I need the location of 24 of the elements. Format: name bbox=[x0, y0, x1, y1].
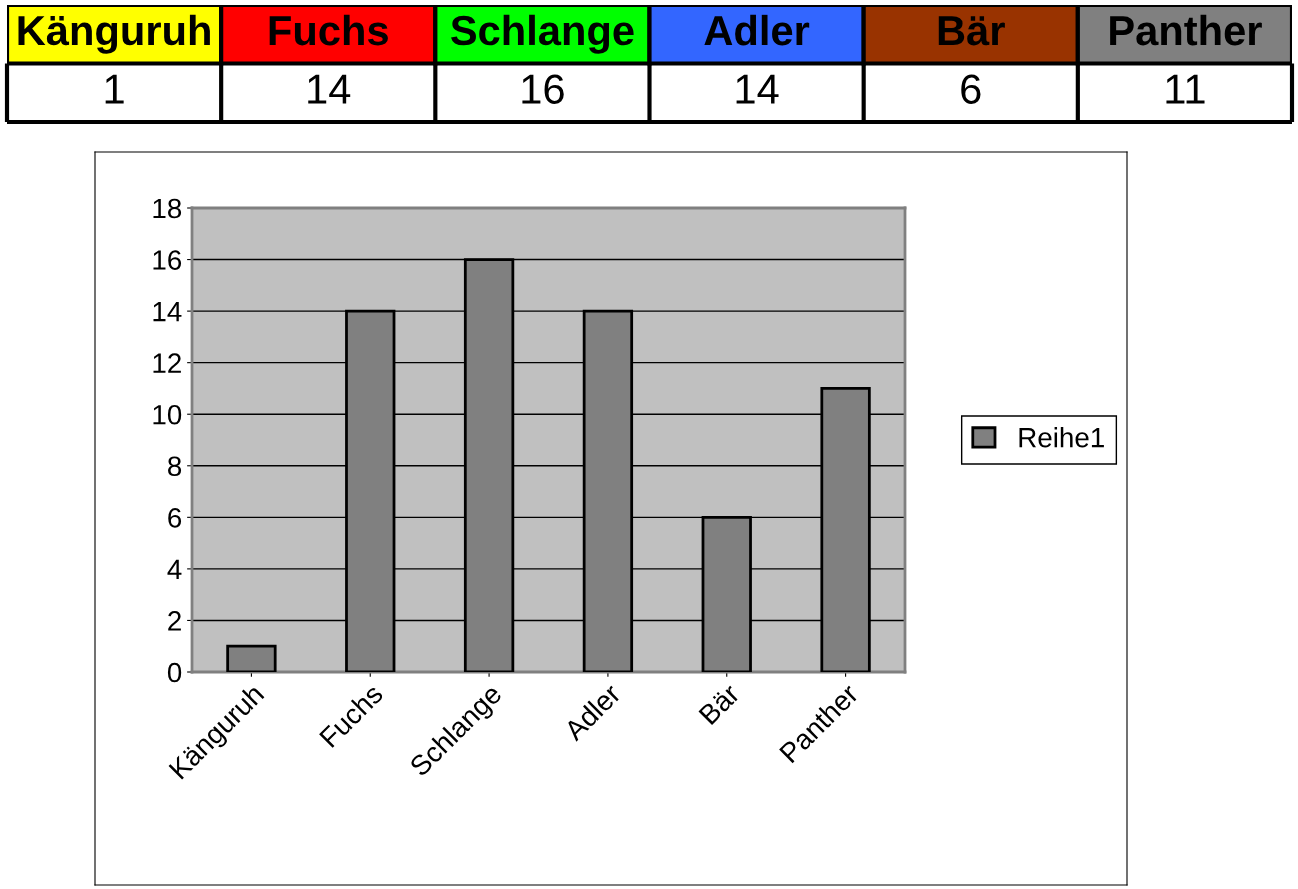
y-tick-label: 18 bbox=[153, 198, 182, 219]
y-tick-label: 12 bbox=[153, 353, 181, 373]
data-label: 6 bbox=[961, 74, 981, 104]
y-tick-label: 14 bbox=[153, 302, 182, 322]
y-tick-label: 10 bbox=[153, 404, 182, 425]
category-label: Fuchs bbox=[269, 14, 388, 46]
data-label: 14 bbox=[736, 74, 779, 104]
category-label: Schlange bbox=[451, 14, 634, 54]
data-label: 14 bbox=[308, 74, 351, 104]
data-label: 11 bbox=[1166, 74, 1205, 104]
category-label: Känguruh bbox=[18, 14, 210, 54]
x-tick-label: Bär bbox=[698, 682, 741, 726]
y-tick-label: 6 bbox=[168, 508, 182, 528]
data-label: 16 bbox=[522, 74, 564, 104]
y-tick-label: 8 bbox=[168, 456, 182, 477]
category-label: Bär bbox=[938, 16, 1005, 46]
data-label: 1 bbox=[105, 74, 124, 104]
y-tick-label: 4 bbox=[167, 559, 182, 579]
category-label: Panther bbox=[1110, 14, 1262, 46]
legend-label: Reihe1 bbox=[1019, 427, 1104, 448]
y-tick-label: 0 bbox=[167, 662, 182, 683]
category-label: Adler bbox=[704, 14, 810, 46]
y-tick-label: 2 bbox=[168, 611, 181, 631]
y-tick-label: 16 bbox=[153, 250, 182, 270]
